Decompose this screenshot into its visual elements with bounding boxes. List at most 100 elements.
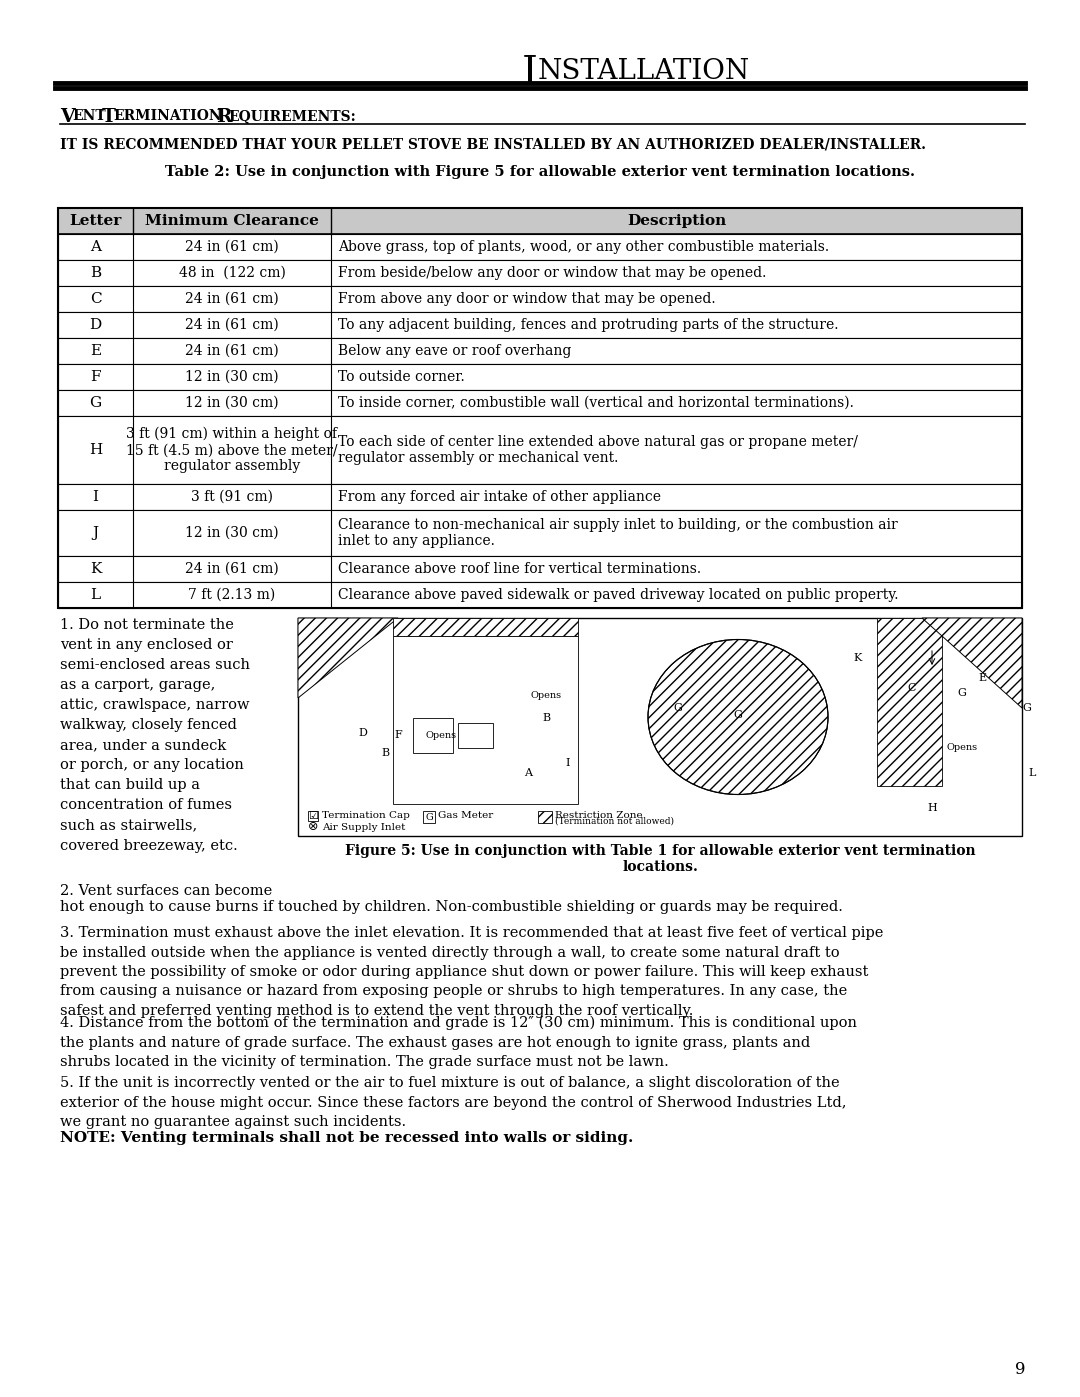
Text: 9: 9	[1014, 1361, 1025, 1377]
Text: G: G	[426, 813, 433, 821]
Text: H: H	[89, 443, 103, 457]
Text: 7 ft (2.13 m): 7 ft (2.13 m)	[188, 588, 275, 602]
Text: To outside corner.: To outside corner.	[338, 370, 464, 384]
Text: EQUIREMENTS:: EQUIREMENTS:	[228, 109, 355, 123]
Text: (Termination not allowed): (Termination not allowed)	[555, 816, 674, 826]
Text: 12 in (30 cm): 12 in (30 cm)	[185, 527, 279, 541]
Text: NSTALLATION: NSTALLATION	[538, 59, 751, 85]
Bar	[58, 510, 1022, 556]
Text: 48 in  (122 cm): 48 in (122 cm)	[178, 265, 285, 279]
Text: To each side of center line extended above natural gas or propane meter/
regulat: To each side of center line extended abo…	[338, 434, 858, 465]
Text: 24 in (61 cm): 24 in (61 cm)	[185, 344, 279, 358]
Text: G: G	[733, 710, 742, 719]
Bar	[58, 583, 1022, 608]
Text: Table 2: Use in conjunction with Figure 5 for allowable exterior vent terminatio: Table 2: Use in conjunction with Figure …	[165, 165, 915, 179]
Text: R: R	[216, 108, 231, 126]
Text: Description: Description	[626, 214, 726, 228]
Text: 12 in (30 cm): 12 in (30 cm)	[185, 395, 279, 409]
Text: 2. Vent surfaces can become: 2. Vent surfaces can become	[60, 884, 272, 898]
Bar	[58, 365, 1022, 390]
Text: hot enough to cause burns if touched by children. Non-combustible shielding or g: hot enough to cause burns if touched by …	[60, 900, 842, 914]
Text: B: B	[542, 712, 550, 724]
Text: Air Supply Inlet: Air Supply Inlet	[322, 823, 405, 831]
Text: Gas Meter: Gas Meter	[438, 812, 494, 820]
Text: G: G	[90, 395, 102, 409]
Bar	[308, 812, 318, 821]
Text: To any adjacent building, fences and protruding parts of the structure.: To any adjacent building, fences and pro…	[338, 319, 838, 332]
Polygon shape	[922, 617, 1022, 708]
Ellipse shape	[648, 640, 828, 795]
Text: A: A	[524, 768, 532, 778]
Text: J: J	[93, 527, 98, 541]
Text: NOTE: Venting terminals shall not be recessed into walls or siding.: NOTE: Venting terminals shall not be rec…	[60, 1132, 633, 1146]
Bar	[58, 286, 1022, 312]
Text: Opens: Opens	[530, 692, 562, 700]
Text: ERMINATION: ERMINATION	[113, 109, 221, 123]
Text: K: K	[854, 652, 862, 664]
Bar	[393, 617, 578, 636]
Text: 4. Distance from the bottom of the termination and grade is 12″ (30 cm) minimum.: 4. Distance from the bottom of the termi…	[60, 1016, 858, 1069]
Text: 12 in (30 cm): 12 in (30 cm)	[185, 370, 279, 384]
Text: Above grass, top of plants, wood, or any other combustible materials.: Above grass, top of plants, wood, or any…	[338, 240, 829, 254]
Text: A: A	[90, 240, 102, 254]
Text: ☑: ☑	[308, 812, 318, 821]
Text: L: L	[1028, 768, 1036, 778]
Bar	[58, 416, 1022, 483]
Text: 3 ft (91 cm) within a height of
15 ft (4.5 m) above the meter/
regulator assembl: 3 ft (91 cm) within a height of 15 ft (4…	[126, 426, 338, 474]
Text: B: B	[90, 265, 102, 279]
Text: Minimum Clearance: Minimum Clearance	[145, 214, 319, 228]
Text: Clearance to non-mechanical air supply inlet to building, or the combustion air
: Clearance to non-mechanical air supply i…	[338, 518, 897, 548]
Text: IT IS RECOMMENDED THAT YOUR PELLET STOVE BE INSTALLED BY AN AUTHORIZED DEALER/IN: IT IS RECOMMENDED THAT YOUR PELLET STOVE…	[60, 138, 926, 152]
Bar	[423, 812, 435, 823]
Bar	[458, 724, 492, 747]
Text: I: I	[522, 54, 538, 92]
Text: H: H	[927, 803, 936, 813]
Text: From any forced air intake of other appliance: From any forced air intake of other appl…	[338, 490, 661, 504]
Text: D: D	[359, 728, 367, 738]
Text: E: E	[90, 344, 102, 358]
Text: G: G	[958, 687, 967, 698]
Text: ENT: ENT	[72, 109, 106, 123]
Text: Opens: Opens	[946, 743, 977, 753]
Text: ⊗: ⊗	[308, 820, 319, 834]
Text: 24 in (61 cm): 24 in (61 cm)	[185, 240, 279, 254]
Bar	[298, 617, 1022, 835]
Text: Letter: Letter	[69, 214, 122, 228]
Bar	[413, 718, 453, 753]
Bar	[58, 556, 1022, 583]
Bar	[58, 483, 1022, 510]
Bar	[58, 260, 1022, 286]
Text: I: I	[566, 759, 570, 768]
Text: 3. Termination must exhaust above the inlet elevation. It is recommended that at: 3. Termination must exhaust above the in…	[60, 926, 883, 1018]
Text: 3 ft (91 cm): 3 ft (91 cm)	[191, 490, 273, 504]
Bar	[58, 208, 1022, 608]
Text: Clearance above roof line for vertical terminations.: Clearance above roof line for vertical t…	[338, 562, 701, 576]
Text: From beside/below any door or window that may be opened.: From beside/below any door or window tha…	[338, 265, 767, 279]
Text: T: T	[102, 108, 116, 126]
Text: Below any eave or roof overhang: Below any eave or roof overhang	[338, 344, 571, 358]
Text: 1. Do not terminate the
vent in any enclosed or
semi-enclosed areas such
as a ca: 1. Do not terminate the vent in any encl…	[60, 617, 249, 852]
Text: From above any door or window that may be opened.: From above any door or window that may b…	[338, 292, 716, 306]
Text: 24 in (61 cm): 24 in (61 cm)	[185, 319, 279, 332]
Text: F: F	[394, 731, 402, 740]
Text: F: F	[91, 370, 100, 384]
Bar	[58, 208, 1022, 235]
Text: Restriction Zone: Restriction Zone	[555, 810, 643, 820]
Text: E: E	[977, 673, 986, 683]
Text: 24 in (61 cm): 24 in (61 cm)	[185, 562, 279, 576]
Polygon shape	[298, 617, 399, 698]
Bar	[58, 312, 1022, 338]
Bar	[538, 812, 552, 823]
Text: I: I	[93, 490, 98, 504]
Text: D: D	[90, 319, 102, 332]
Text: Termination Cap: Termination Cap	[322, 812, 410, 820]
Text: Figure 5: Use in conjunction with Table 1 for allowable exterior vent terminatio: Figure 5: Use in conjunction with Table …	[345, 844, 975, 875]
Text: V: V	[60, 108, 75, 126]
Text: B: B	[381, 747, 389, 759]
Bar	[393, 636, 578, 805]
Text: Opens: Opens	[426, 731, 457, 739]
Bar	[58, 338, 1022, 365]
Text: To inside corner, combustible wall (vertical and horizontal terminations).: To inside corner, combustible wall (vert…	[338, 395, 854, 409]
Text: C: C	[908, 683, 916, 693]
Text: G: G	[674, 703, 683, 712]
